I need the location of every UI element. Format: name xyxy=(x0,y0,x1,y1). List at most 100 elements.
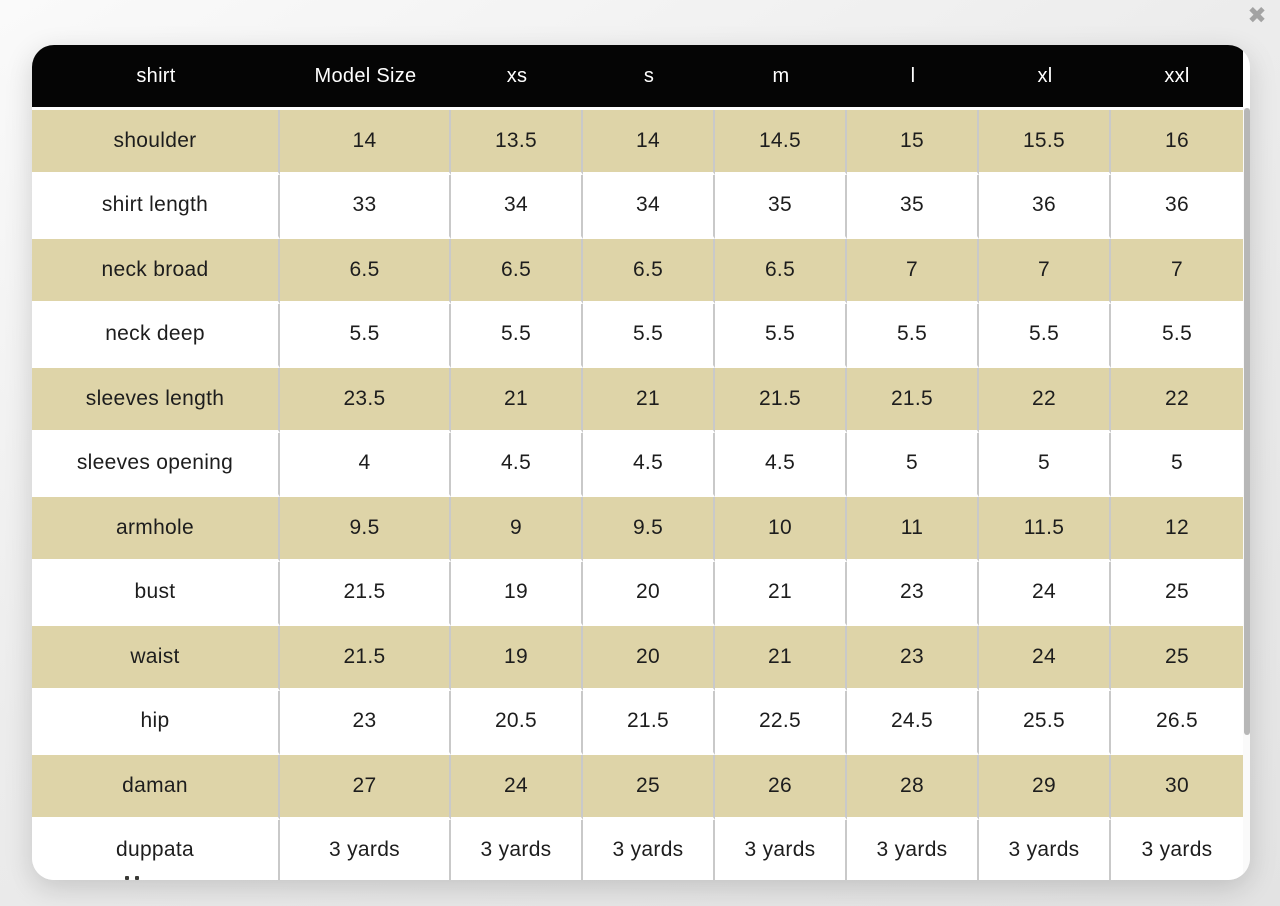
size-cell: 5.5 xyxy=(1111,303,1243,368)
size-cell: 5.5 xyxy=(451,303,583,368)
row-label: armhole xyxy=(32,497,280,562)
size-cell: 21.5 xyxy=(280,561,451,626)
size-cell: 4.5 xyxy=(583,432,715,497)
size-cell: 9.5 xyxy=(280,497,451,562)
row-label: duppata xyxy=(32,819,280,880)
close-icon[interactable]: ✖ xyxy=(1247,2,1267,28)
size-cell: 6.5 xyxy=(451,239,583,304)
size-cell: 3 yards xyxy=(451,819,583,880)
row-label: neck deep xyxy=(32,303,280,368)
size-cell: 19 xyxy=(451,561,583,626)
scrollbar-track[interactable] xyxy=(1243,108,1250,880)
size-cell: 23 xyxy=(847,561,979,626)
size-cell: 3 yards xyxy=(1111,819,1243,880)
size-cell: 5 xyxy=(1111,432,1243,497)
size-cell: 15 xyxy=(847,110,979,175)
row-label: shoulder xyxy=(32,110,280,175)
size-cell: 21 xyxy=(715,626,847,691)
column-header: xs xyxy=(451,45,583,110)
size-cell: 19 xyxy=(451,626,583,691)
size-cell: 20 xyxy=(583,561,715,626)
size-cell: 22 xyxy=(979,368,1111,433)
size-cell: 27 xyxy=(280,755,451,820)
size-cell: 21.5 xyxy=(280,626,451,691)
table-row: daman 27 24 25 26 28 29 30 xyxy=(32,755,1243,820)
size-cell: 5 xyxy=(847,432,979,497)
size-cell: 25.5 xyxy=(979,690,1111,755)
column-header: s xyxy=(583,45,715,110)
size-cell: 34 xyxy=(451,174,583,239)
size-cell: 34 xyxy=(583,174,715,239)
size-cell: 7 xyxy=(979,239,1111,304)
row-label: neck broad xyxy=(32,239,280,304)
row-label: hip xyxy=(32,690,280,755)
table-row: sleeves opening 4 4.5 4.5 4.5 5 5 5 xyxy=(32,432,1243,497)
size-cell: 36 xyxy=(979,174,1111,239)
size-cell: 25 xyxy=(1111,626,1243,691)
size-cell: 21 xyxy=(451,368,583,433)
table-row: neck broad 6.5 6.5 6.5 6.5 7 7 7 xyxy=(32,239,1243,304)
size-cell: 5.5 xyxy=(280,303,451,368)
size-chart-table: shirt Model Size xs s m l xl xxl shoulder 14 13.5… xyxy=(32,45,1243,880)
size-cell: 9.5 xyxy=(583,497,715,562)
size-cell: 7 xyxy=(1111,239,1243,304)
size-cell: 10 xyxy=(715,497,847,562)
size-cell: 22 xyxy=(1111,368,1243,433)
size-cell: 21.5 xyxy=(847,368,979,433)
size-cell: 6.5 xyxy=(280,239,451,304)
size-cell: 14.5 xyxy=(715,110,847,175)
size-cell: 26 xyxy=(715,755,847,820)
table-row: duppata 3 yards 3 yards 3 yards 3 yards 3 yar… xyxy=(32,819,1243,880)
column-header: xxl xyxy=(1111,45,1243,110)
size-cell: 21.5 xyxy=(583,690,715,755)
size-cell: 4.5 xyxy=(715,432,847,497)
size-cell: 26.5 xyxy=(1111,690,1243,755)
size-cell: 33 xyxy=(280,174,451,239)
size-cell: 25 xyxy=(583,755,715,820)
size-cell: 25 xyxy=(1111,561,1243,626)
size-cell: 23.5 xyxy=(280,368,451,433)
table-row: armhole 9.5 9 9.5 10 11 11.5 12 xyxy=(32,497,1243,562)
size-cell: 24.5 xyxy=(847,690,979,755)
size-cell: 12 xyxy=(1111,497,1243,562)
size-cell: 24 xyxy=(979,626,1111,691)
row-label: sleeves opening xyxy=(32,432,280,497)
size-cell: 14 xyxy=(583,110,715,175)
size-cell: 35 xyxy=(715,174,847,239)
size-cell: 24 xyxy=(451,755,583,820)
table-row: shoulder 14 13.5 14 14.5 15 15.5 16 xyxy=(32,110,1243,175)
size-cell: 3 yards xyxy=(280,819,451,880)
size-cell: 21.5 xyxy=(715,368,847,433)
table-row: bust 21.5 19 20 21 23 24 25 xyxy=(32,561,1243,626)
column-header: Model Size xyxy=(280,45,451,110)
size-cell: 3 yards xyxy=(847,819,979,880)
size-cell: 3 yards xyxy=(583,819,715,880)
table-row: hip 23 20.5 21.5 22.5 24.5 25.5 26.5 xyxy=(32,690,1243,755)
row-label: waist xyxy=(32,626,280,691)
size-cell: 5.5 xyxy=(847,303,979,368)
size-cell: 15.5 xyxy=(979,110,1111,175)
size-cell: 23 xyxy=(280,690,451,755)
size-cell: 3 yards xyxy=(979,819,1111,880)
size-cell: 6.5 xyxy=(715,239,847,304)
header-row: shirt Model Size xs s m l xl xxl xyxy=(32,45,1243,110)
size-cell: 29 xyxy=(979,755,1111,820)
size-cell: 23 xyxy=(847,626,979,691)
column-header: xl xyxy=(979,45,1111,110)
size-cell: 11 xyxy=(847,497,979,562)
size-cell: 20.5 xyxy=(451,690,583,755)
size-cell: 5 xyxy=(979,432,1111,497)
row-label: shirt length xyxy=(32,174,280,239)
size-cell: 36 xyxy=(1111,174,1243,239)
column-header: shirt xyxy=(32,45,280,110)
size-cell: 21 xyxy=(583,368,715,433)
size-cell: 22.5 xyxy=(715,690,847,755)
size-cell: 7 xyxy=(847,239,979,304)
size-cell: 4.5 xyxy=(451,432,583,497)
table-row: sleeves length 23.5 21 21 21.5 21.5 22 22 xyxy=(32,368,1243,433)
size-chart-modal: shirt Model Size xs s m l xl xxl shoulder 14 13.5… xyxy=(32,45,1250,880)
scrollbar-thumb[interactable] xyxy=(1243,108,1250,735)
size-cell: 21 xyxy=(715,561,847,626)
size-cell: 20 xyxy=(583,626,715,691)
